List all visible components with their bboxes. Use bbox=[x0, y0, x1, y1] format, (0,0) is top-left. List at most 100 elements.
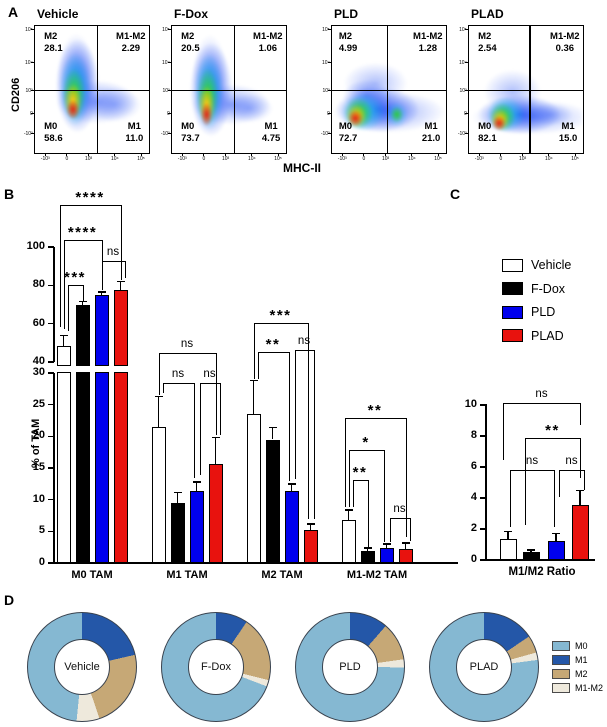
donut-pld: PLD bbox=[295, 612, 405, 722]
flow-y-tick bbox=[168, 113, 171, 115]
y-tick-label: 100 bbox=[26, 239, 45, 252]
error-bar-cap bbox=[97, 291, 106, 293]
flow-y-tick bbox=[168, 62, 171, 64]
y-tick-label: 4 bbox=[470, 491, 477, 503]
y-tick bbox=[480, 404, 486, 406]
sig-bracket-drop bbox=[313, 350, 315, 519]
vehicle-swatch bbox=[502, 258, 523, 272]
sig-bracket-drop bbox=[101, 261, 103, 287]
flow-y-tick bbox=[465, 113, 468, 115]
sig-bracket-drop bbox=[193, 383, 195, 478]
donut-vehicle: Vehicle bbox=[27, 612, 137, 722]
sig-bracket-line bbox=[67, 285, 84, 287]
flow-x-tick-label: 10³ bbox=[221, 155, 230, 162]
flow-x-tick bbox=[225, 153, 227, 156]
bar bbox=[246, 414, 261, 563]
legend-item-pld: PLD bbox=[502, 305, 571, 319]
error-bar-cap bbox=[287, 483, 296, 485]
flow-y-tick bbox=[328, 90, 331, 92]
flow-y-tick bbox=[328, 113, 331, 115]
sig-bracket-line bbox=[162, 383, 195, 385]
bar bbox=[547, 540, 565, 560]
bar-upper bbox=[56, 345, 71, 366]
flow-x-tick-label: 10⁴ bbox=[544, 155, 553, 162]
quadrant-m1m2: M1-M2 1.06 bbox=[253, 31, 283, 55]
fdox-swatch bbox=[502, 282, 523, 295]
error-bar bbox=[366, 547, 369, 551]
flow-x-tick-label: 0 bbox=[202, 155, 206, 162]
bar bbox=[151, 426, 166, 563]
flow-x-tick bbox=[341, 153, 343, 156]
sig-bracket-drop bbox=[59, 205, 61, 327]
flow-x-tick bbox=[385, 153, 387, 156]
y-tick bbox=[48, 403, 54, 406]
flow-y-tick-label: -10³ bbox=[23, 130, 33, 137]
flow-y-tick-label: 10⁵ bbox=[162, 26, 170, 33]
error-bar bbox=[195, 481, 198, 491]
sig-bracket-drop bbox=[580, 438, 582, 478]
treatment-legend: Vehicle F-Dox PLD PLAD bbox=[502, 258, 571, 352]
sig-bracket-line bbox=[294, 350, 315, 352]
flow-y-tick bbox=[168, 133, 171, 135]
y-axis-lower bbox=[53, 373, 55, 564]
flow-x-tick bbox=[140, 153, 142, 156]
error-bar bbox=[347, 509, 350, 520]
legend-item-m1: M1 bbox=[552, 655, 603, 665]
sig-bracket-line bbox=[257, 352, 290, 354]
sig-bracket-drop bbox=[367, 480, 369, 548]
sig-label: ns bbox=[525, 455, 539, 467]
sig-bracket-line bbox=[344, 418, 407, 420]
flow-x-tick bbox=[437, 153, 439, 156]
sig-bracket-line bbox=[559, 470, 586, 472]
legend-item-fdox: F-Dox bbox=[502, 282, 571, 296]
error-bar-cap bbox=[173, 492, 182, 494]
sig-bracket-line bbox=[348, 450, 385, 452]
bar bbox=[571, 504, 589, 560]
sig-bracket-drop bbox=[383, 450, 385, 542]
flow-y-tick-label: -10³ bbox=[457, 130, 467, 137]
flow-y-tick bbox=[31, 29, 34, 31]
sig-label: ns bbox=[535, 388, 548, 400]
flow-x-tick bbox=[251, 153, 253, 156]
sig-bracket-drop bbox=[559, 470, 561, 497]
donut-fdox: F-Dox bbox=[161, 612, 271, 722]
quadrant-m2: M2 20.5 bbox=[181, 31, 200, 55]
legend-label: M2 bbox=[575, 669, 588, 679]
quadrant-m0: M0 73.7 bbox=[181, 120, 200, 145]
sig-bracket-drop bbox=[199, 383, 201, 475]
error-bar bbox=[62, 335, 65, 346]
flow-x-tick-label: 10³ bbox=[381, 155, 390, 162]
quadrant-gate-horizontal bbox=[172, 89, 286, 91]
y-tick bbox=[480, 559, 486, 561]
flow-y-tick-label: 10³ bbox=[459, 87, 467, 94]
error-bar bbox=[157, 396, 160, 427]
ratio-bar-chart: 0 2 4 6 8 10 M1/M2 Ratio ns ** ns ns bbox=[455, 388, 607, 602]
sig-label: ** bbox=[367, 402, 383, 419]
tam-bar-chart: 0 5 10 15 20 25 30 40 60 80 100 M0 TAM M1 TAM M2 TAM M… bbox=[18, 185, 463, 607]
bar bbox=[189, 490, 204, 563]
flow-x-tick bbox=[500, 153, 502, 156]
y-tick bbox=[48, 530, 54, 533]
flow-x-tick-label: 10⁵ bbox=[434, 155, 442, 162]
bar bbox=[170, 502, 185, 563]
y-tick bbox=[48, 498, 54, 501]
quadrant-m2: M2 4.99 bbox=[338, 31, 358, 55]
sig-label: ns bbox=[180, 338, 194, 350]
error-bar-cap bbox=[78, 301, 87, 303]
y-tick-label: 8 bbox=[470, 429, 477, 441]
sig-bracket-drop bbox=[288, 352, 290, 481]
legend-label: PLD bbox=[531, 305, 556, 319]
y-tick bbox=[480, 528, 486, 530]
flow-x-tick bbox=[203, 153, 205, 156]
y-tick-label: 20 bbox=[32, 429, 45, 442]
flow-plot-title: PLAD bbox=[471, 7, 504, 21]
bar bbox=[341, 519, 356, 563]
panel-c-label: C bbox=[450, 186, 461, 202]
flow-y-tick bbox=[31, 133, 34, 135]
sig-label: *** bbox=[269, 307, 292, 324]
sig-label: **** bbox=[75, 189, 105, 206]
y-tick bbox=[480, 497, 486, 499]
quadrant-m1: M1 21.0 bbox=[421, 120, 441, 145]
flow-y-tick bbox=[328, 62, 331, 64]
m1-swatch bbox=[552, 655, 570, 665]
